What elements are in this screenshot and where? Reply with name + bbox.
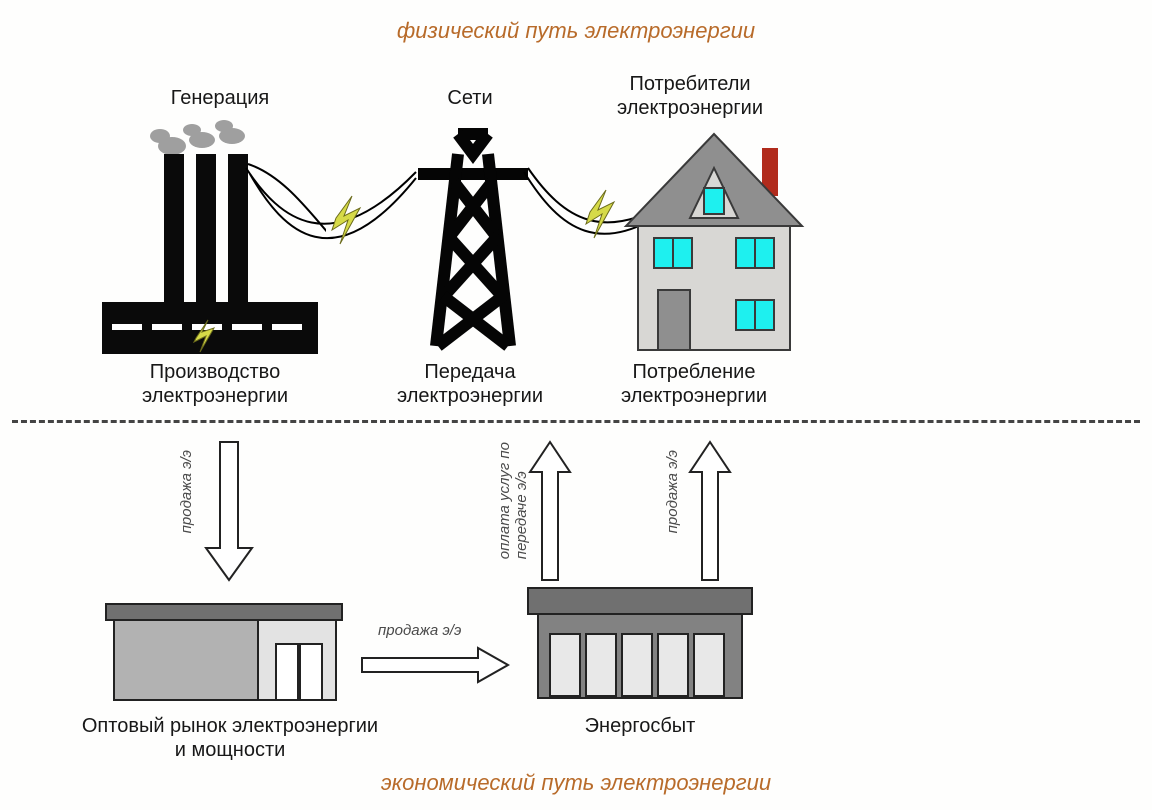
- sales-building-icon: [520, 580, 760, 710]
- label-transmission: Передача электроэнергии: [370, 360, 570, 408]
- label-consumers: Потребители электроэнергии: [570, 72, 810, 120]
- arrow3-label: оплата услуг по передаче э/э: [496, 442, 530, 559]
- house-icon: [614, 130, 814, 356]
- arrow-down-icon: [194, 436, 264, 586]
- arrow2-label: продажа э/э: [378, 622, 461, 639]
- label-generation: Генерация: [120, 86, 320, 110]
- label-sales: Энергосбыт: [540, 714, 740, 738]
- market-building-icon: [100, 590, 350, 710]
- title-physical: физический путь электроэнергии: [0, 18, 1152, 44]
- label-consumption: Потребление электроэнергии: [584, 360, 804, 408]
- label-production: Производство электроэнергии: [100, 360, 330, 408]
- arrow1-label: продажа э/э: [178, 450, 195, 533]
- arrow-up-2-icon: [680, 436, 740, 586]
- arrow4-label: продажа э/э: [664, 450, 681, 533]
- title-economic: экономический путь электроэнергии: [0, 770, 1152, 796]
- divider: [12, 420, 1140, 423]
- arrow-right-icon: [356, 640, 516, 690]
- wire-1-icon: [240, 160, 420, 280]
- label-grid: Сети: [370, 86, 570, 110]
- label-market: Оптовый рынок электроэнергии и мощности: [60, 714, 400, 762]
